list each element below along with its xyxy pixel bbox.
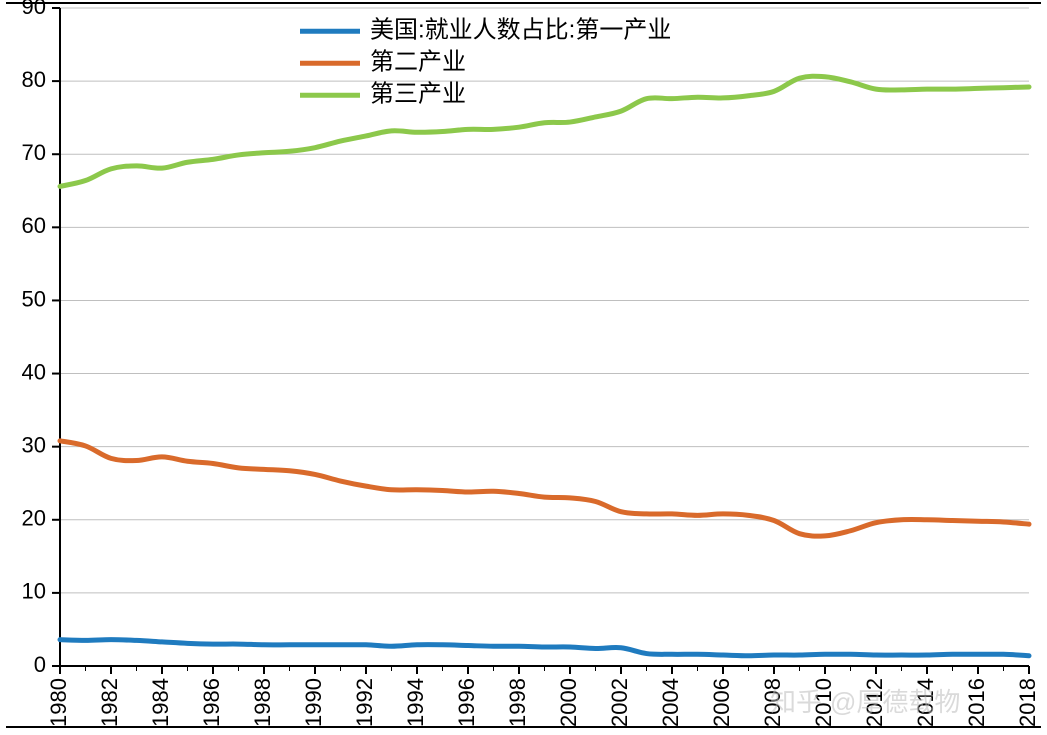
plot-background xyxy=(0,0,1047,730)
x-tick-label: 2002 xyxy=(607,678,632,727)
y-tick-label: 0 xyxy=(34,652,46,677)
y-tick-label: 30 xyxy=(22,432,46,457)
x-tick-label: 2006 xyxy=(709,678,734,727)
x-tick-label: 2008 xyxy=(760,678,785,727)
y-tick-label: 80 xyxy=(22,67,46,92)
x-tick-label: 2004 xyxy=(658,678,683,727)
x-tick-label: 2012 xyxy=(862,678,887,727)
x-tick-label: 1984 xyxy=(148,678,173,727)
x-tick-label: 1996 xyxy=(454,678,479,727)
legend-label-2: 第三产业 xyxy=(370,81,466,108)
y-tick-label: 70 xyxy=(22,140,46,165)
x-tick-label: 1994 xyxy=(403,678,428,727)
x-tick-label: 1990 xyxy=(301,678,326,727)
x-tick-label: 1986 xyxy=(199,678,224,727)
y-tick-label: 40 xyxy=(22,359,46,384)
x-tick-label: 2000 xyxy=(556,678,581,727)
y-tick-label: 20 xyxy=(22,506,46,531)
chart-container: 0102030405060708090198019821984198619881… xyxy=(0,0,1047,730)
legend-label-0: 美国:就业人数占比:第一产业 xyxy=(370,17,671,44)
y-tick-label: 10 xyxy=(22,579,46,604)
x-tick-label: 2016 xyxy=(964,678,989,727)
x-tick-label: 1992 xyxy=(352,678,377,727)
legend-label-1: 第二产业 xyxy=(370,49,466,76)
frame-rule-bottom xyxy=(6,726,1041,728)
x-tick-label: 1980 xyxy=(46,678,71,727)
x-tick-label: 1988 xyxy=(250,678,275,727)
y-tick-label: 60 xyxy=(22,213,46,238)
x-tick-label: 2014 xyxy=(913,678,938,727)
x-tick-label: 1998 xyxy=(505,678,530,727)
x-tick-label: 2018 xyxy=(1015,678,1040,727)
x-tick-label: 1982 xyxy=(97,678,122,727)
y-tick-label: 50 xyxy=(22,286,46,311)
employment-share-line-chart: 0102030405060708090198019821984198619881… xyxy=(0,0,1047,730)
x-tick-label: 2010 xyxy=(811,678,836,727)
frame-rule-top xyxy=(6,2,1041,4)
